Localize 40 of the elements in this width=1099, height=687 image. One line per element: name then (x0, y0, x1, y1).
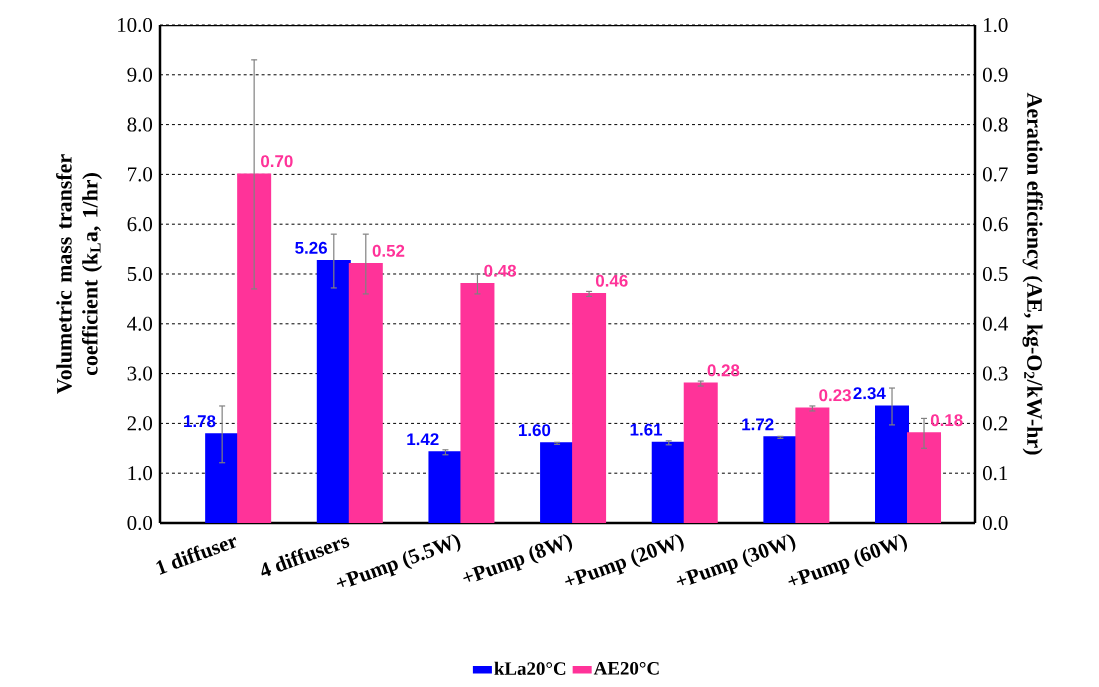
y2-tick-label: 0.0 (982, 515, 1008, 531)
y2-tick-label: 0.6 (982, 217, 1008, 232)
data-label: 1.78 (184, 415, 216, 428)
data-label: 0.48 (484, 264, 517, 277)
data-label: 5.26 (295, 241, 327, 254)
y-tick-label: 5.0 (127, 266, 153, 282)
y-tick-label: 9.0 (127, 67, 153, 82)
y-tick-label: 7.0 (128, 167, 153, 182)
data-label: 0.23 (819, 389, 851, 402)
y2-tick-label: 0.2 (982, 416, 1008, 431)
data-label: 1.61 (630, 423, 663, 436)
data-label: 0.28 (707, 364, 740, 377)
data-label: 1.72 (742, 418, 774, 431)
y-tick-label: 2.0 (127, 416, 153, 431)
y-tick-label: 4.0 (127, 316, 153, 331)
y-tick-label: 10.0 (118, 17, 153, 33)
y2-tick-label: 0.8 (982, 117, 1008, 132)
data-label: 2.34 (853, 387, 886, 400)
data-label: 0.46 (595, 274, 628, 287)
data-label: 1.42 (407, 433, 439, 446)
y2-tick-label: 0.7 (982, 167, 1008, 182)
data-label: 0.18 (930, 414, 963, 427)
y2-tick-label: 0.9 (982, 67, 1008, 82)
y2-tick-label: 0.1 (982, 466, 1008, 481)
y2-tick-label: 0.4 (982, 316, 1009, 331)
y-tick-label: 1.0 (128, 466, 153, 481)
y2-tick-label: 0.3 (982, 366, 1008, 381)
data-label: 0.52 (372, 244, 405, 257)
y2-tick-label: 0.5 (982, 266, 1008, 282)
data-label: 1.60 (518, 424, 551, 437)
x-tick-label: 1 diffuser (156, 536, 237, 575)
y-tick-label: 3.0 (127, 366, 153, 381)
legend-label: AE20°C (593, 661, 659, 675)
data-label: 0.70 (261, 155, 293, 168)
y-tick-label: 8.0 (127, 117, 153, 132)
y-tick-label: 0.0 (127, 515, 153, 531)
y2-axis-title: Aeration efficiency (AE, kg-O$_{2}$/kW-hr) (1022, 92, 1043, 455)
legend-label: kLa20°C (494, 661, 566, 675)
y-tick-label: 6.0 (127, 217, 153, 232)
y2-tick-label: 1.0 (984, 17, 1008, 33)
